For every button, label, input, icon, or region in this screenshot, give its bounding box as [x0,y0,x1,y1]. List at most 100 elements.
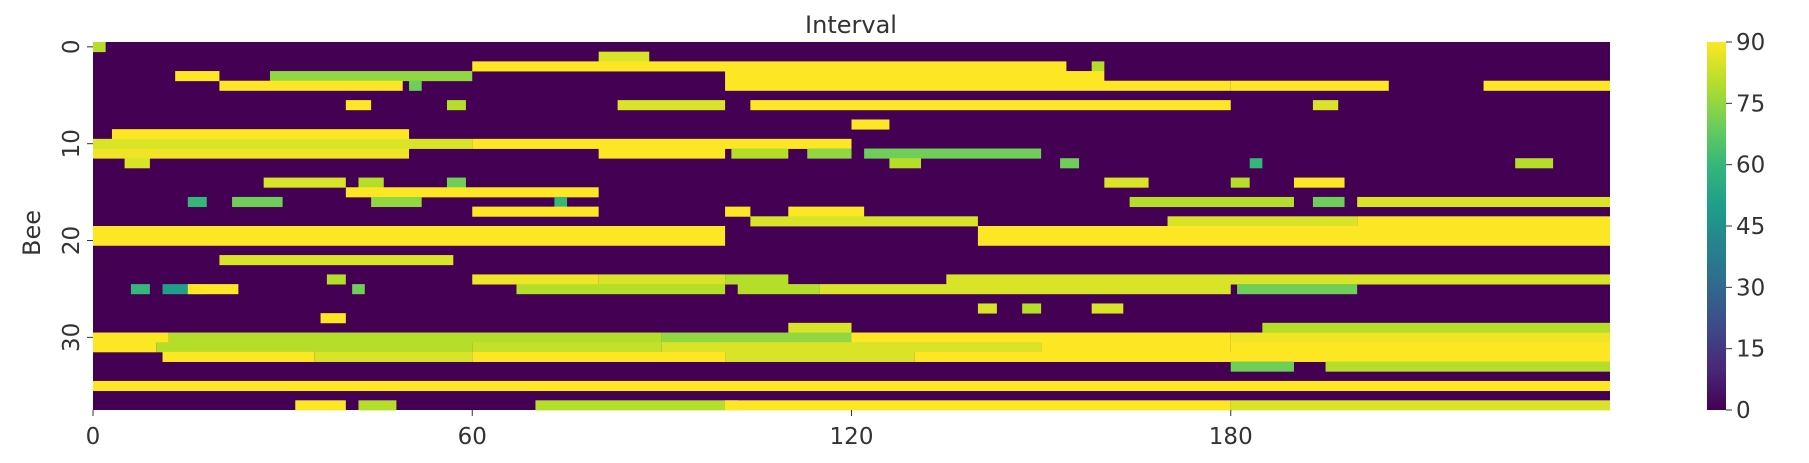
heatmap-cell-segment [1313,100,1338,110]
y-axis-label: Bee [18,210,46,256]
heatmap-cell-segment [472,352,725,362]
heatmap-cell-segment [725,207,750,217]
heatmap-cell-segment [1092,303,1124,313]
heatmap-cell-segment [472,342,662,352]
heatmap-cell-segment [1231,362,1294,372]
heatmap-cell-segment [169,333,662,343]
heatmap-cell-segment [219,255,453,265]
heatmap-cell-segment [889,158,921,168]
heatmap-cell-segment [327,274,346,284]
heatmap-cell-segment [472,207,598,217]
heatmap-cell-segment [1231,342,1610,352]
heatmap-cell-segment [1484,81,1610,91]
heatmap-cell-segment [409,81,422,91]
heatmap-cell-segment [352,284,365,294]
heatmap-cell-segment [820,284,1231,294]
heatmap-cell-segment [725,352,915,362]
heatmap-cell-segment [232,197,283,207]
x-tick-label: 120 [830,424,874,450]
heatmap-cell-segment [978,303,997,313]
heatmap-cell-segment [738,284,820,294]
heatmap-cell-segment [1231,81,1389,91]
heatmap-cell-segment [346,187,599,197]
heatmap-cell-segment [358,400,396,410]
heatmap-cell-segment [219,81,402,91]
heatmap-cells [93,42,1610,410]
heatmap-cell-segment [358,178,383,188]
heatmap-cell-segment [1060,158,1079,168]
heatmap-cell-segment [371,197,422,207]
heatmap-cell-segment [516,284,725,294]
heatmap-cell-segment [725,81,1231,91]
heatmap-cell-segment [915,352,1610,362]
heatmap-cell-segment [93,236,725,246]
heatmap-cell-segment [93,333,169,343]
heatmap-cell-segment [599,149,725,159]
heatmap-cell-segment [346,100,371,110]
heatmap-cell-segment [295,400,346,410]
x-tick-label: 0 [86,424,101,450]
heatmap-cell-segment [125,158,150,168]
colorbar-tick-label: 60 [1736,153,1765,179]
heatmap-cell-segment [807,149,851,159]
heatmap-cell-segment [1104,178,1148,188]
heatmap-cell-segment [750,216,978,226]
heatmap-cell-segment [618,100,725,110]
y-tick-label: 0 [59,40,85,55]
heatmap-cell-segment [163,352,315,362]
heatmap-cell-segment [1294,178,1345,188]
heatmap-cell-segment [188,284,239,294]
heatmap-cell-segment [1022,303,1041,313]
chart-title: Interval [805,11,897,39]
heatmap-cell-segment [1326,362,1610,372]
heatmap-cell-segment [1262,323,1610,333]
colorbar-tick-label: 45 [1736,214,1765,240]
heatmap-cell-segment [864,149,1041,159]
heatmap-cell-segment [93,42,106,52]
heatmap-cell-segment [1231,333,1610,343]
heatmap-cell-segment [1231,178,1250,188]
heatmap-cell-segment [1515,158,1553,168]
heatmap-cell-segment [1313,197,1345,207]
heatmap-cell-segment [1130,197,1294,207]
y-axis-ticks: 0 10 20 30 [59,40,93,352]
heatmap-cell-segment [447,178,466,188]
heatmap-cell-segment [750,100,1230,110]
heatmap-cell-segment [852,333,1231,343]
heatmap-cell-segment [978,226,1610,236]
heatmap-cell-segment [788,323,851,333]
heatmap-cell-segment [535,400,737,410]
heatmap-cell-segment [599,52,650,62]
heatmap-cell-segment [93,381,1610,391]
colorbar-tick-label: 0 [1736,398,1751,424]
heatmap-cell-segment [554,197,567,207]
heatmap-cell-segment [725,71,1104,81]
heatmap-cell-segment [93,139,472,149]
heatmap-cell-segment [1250,158,1263,168]
colorbar-tick-label: 30 [1736,275,1765,301]
heatmap-cell-segment [1041,342,1231,352]
heatmap-cell-segment [175,71,219,81]
heatmap-cell-segment [314,352,472,362]
x-tick-label: 60 [458,424,487,450]
colorbar-ticks: 0 15 30 45 60 75 90 [1726,30,1765,424]
heatmap-cell-segment [1357,216,1610,226]
heatmap-cell-segment [321,313,346,323]
heatmap-cell-segment [1168,216,1358,226]
heatmap-cell-segment [662,342,1041,352]
heatmap-cell-segment [472,139,851,149]
heatmap-cell-segment [731,149,788,159]
y-tick-label: 10 [59,129,85,158]
heatmap-cell-segment [1357,197,1610,207]
heatmap-cell-segment [1237,284,1357,294]
heatmap-cell-segment [156,342,472,352]
y-tick-label: 20 [59,226,85,255]
heatmap-cell-segment [599,274,725,284]
heatmap-cell-segment [946,274,1610,284]
heatmap-cell-segment [1231,400,1610,410]
heatmap-cell-segment [93,149,409,159]
colorbar-tick-label: 15 [1736,337,1765,363]
heatmap-cell-segment [447,100,466,110]
